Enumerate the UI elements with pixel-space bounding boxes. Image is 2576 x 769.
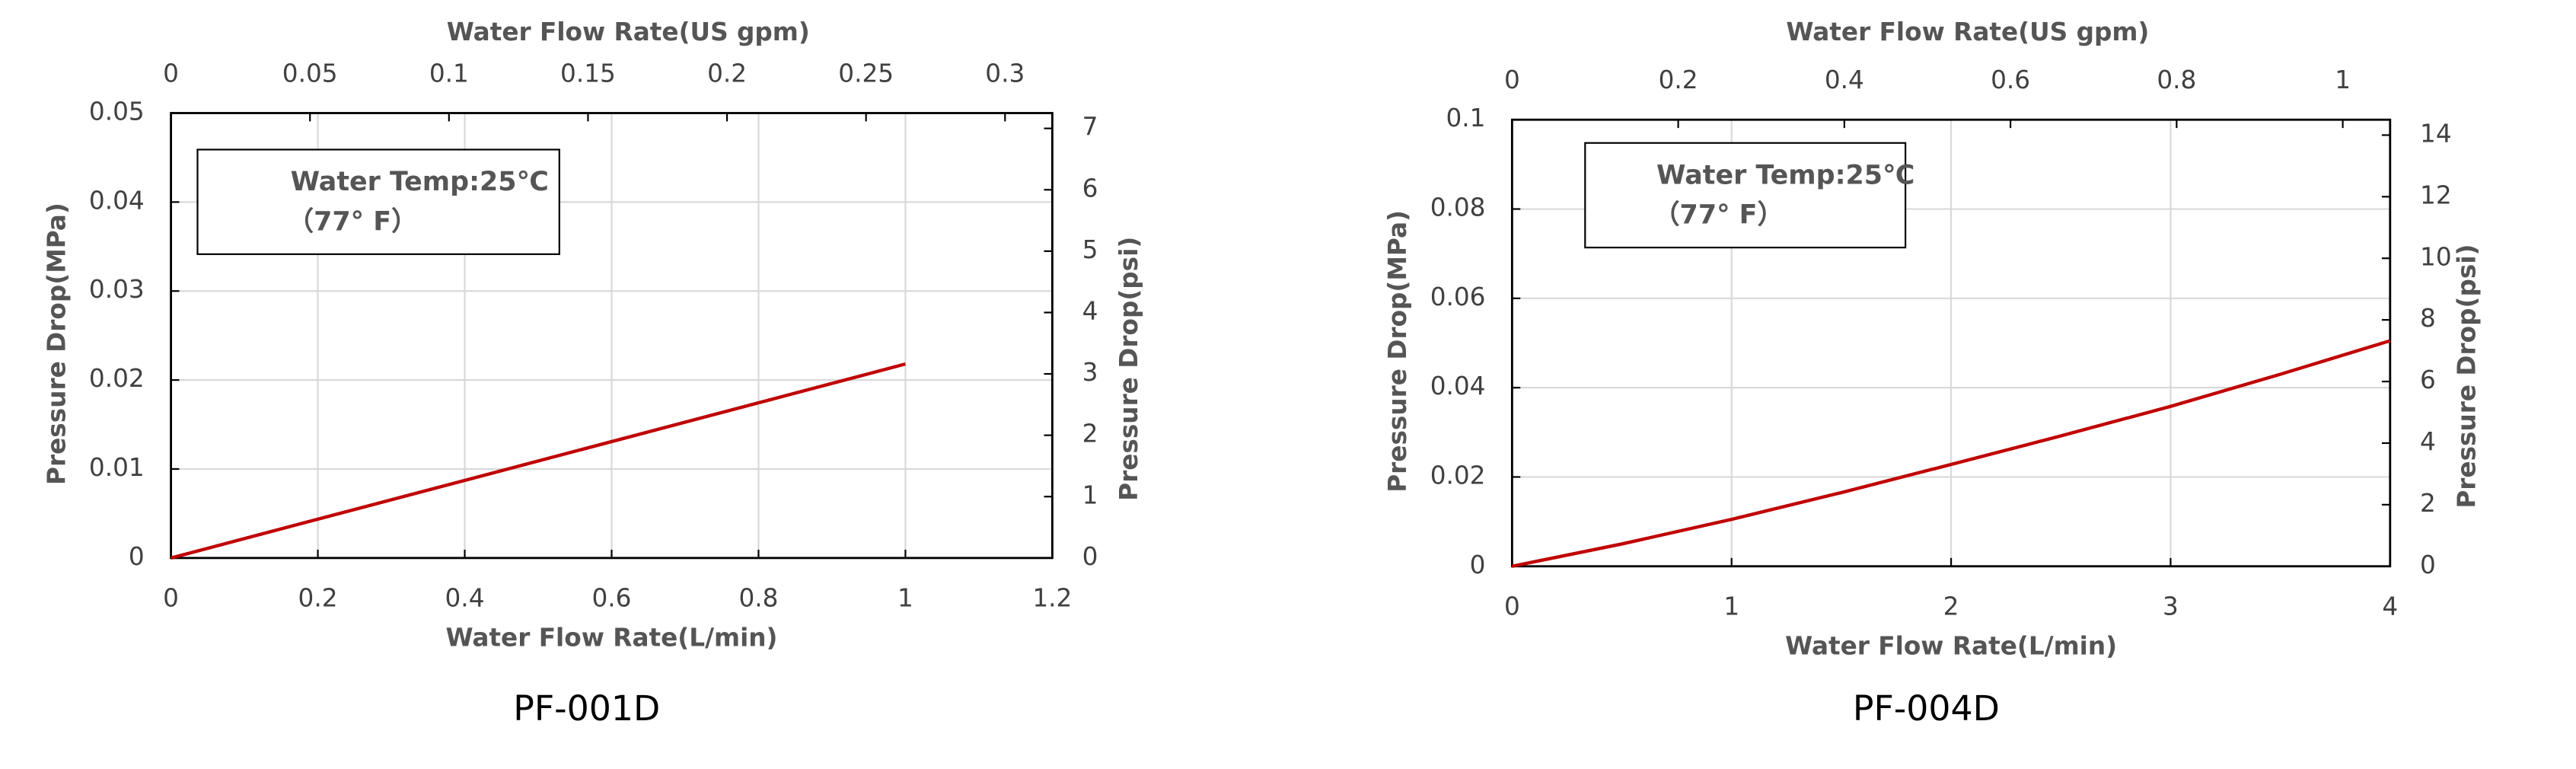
y2-tick-label: 0: [1082, 542, 1098, 571]
y2-axis-label: Pressure Drop(psi): [1114, 237, 1143, 501]
x2-tick-label: 0.2: [707, 59, 747, 88]
annotation-box: [1584, 142, 1907, 249]
x-tick-label: 0.2: [298, 583, 338, 612]
annotation-box: [196, 148, 560, 255]
x2-axis-label: Water Flow Rate(US gpm): [447, 18, 810, 46]
x2-tick-label: 0: [1504, 65, 1520, 94]
x2-tick-label: 0.1: [429, 59, 469, 88]
x-tick-label: 1.2: [1032, 583, 1072, 612]
y2-tick-label: 3: [1082, 358, 1098, 387]
x2-tick-label: 0.2: [1659, 65, 1698, 94]
x2-tick-label: 0.3: [985, 59, 1025, 88]
x2-tick-label: 0.4: [1825, 65, 1864, 94]
y2-tick-label: 5: [1082, 235, 1098, 264]
y2-axis-label: Pressure Drop(psi): [2452, 244, 2481, 509]
y-tick-label: 0: [129, 542, 145, 571]
x-tick-label: 0.4: [445, 583, 485, 612]
data-line: [171, 362, 906, 560]
x-tick-label: 0.6: [591, 583, 631, 612]
plot-frame: [1510, 118, 2392, 568]
x-tick-label: 0.8: [738, 583, 778, 612]
y2-tick-label: 1: [1082, 480, 1098, 509]
x-tick-label: 1: [1723, 592, 1739, 621]
y-tick-label: 0.06: [1430, 282, 1486, 311]
y2-tick-label: 0: [2420, 550, 2436, 579]
y-tick-label: 0.08: [1430, 193, 1486, 222]
y-tick-label: 0.01: [89, 453, 145, 482]
annotation: Water Temp:25℃: [1656, 160, 1914, 190]
y2-tick-label: 6: [2420, 365, 2436, 394]
x2-tick-label: 1: [2335, 65, 2351, 94]
x2-tick-label: 0.15: [560, 59, 616, 88]
x2-axis-label: Water Flow Rate(US gpm): [1786, 18, 2149, 46]
y2-tick-label: 8: [2420, 304, 2436, 333]
x2-tick-label: 0.8: [2157, 65, 2196, 94]
y2-tick-label: 4: [1082, 296, 1098, 325]
y-tick-label: 0.02: [89, 364, 145, 393]
y2-tick-label: 6: [1082, 174, 1098, 203]
data-line: [1511, 339, 2391, 568]
x-tick-label: 0: [163, 583, 179, 612]
chart-title: PF-004D: [1853, 688, 2000, 729]
y-tick-label: 0.04: [1430, 372, 1486, 400]
y2-tick-label: 7: [1082, 113, 1098, 142]
y-tick-label: 0.05: [89, 97, 145, 126]
y2-tick-label: 10: [2420, 242, 2452, 271]
x2-tick-label: 0.05: [282, 59, 338, 88]
y-axis-label: Pressure Drop(MPa): [42, 203, 71, 485]
y-tick-label: 0.02: [1430, 461, 1486, 490]
x-tick-label: 4: [2382, 592, 2398, 621]
y-tick-label: 0.03: [89, 275, 145, 304]
x-tick-label: 1: [897, 583, 913, 612]
x-tick-label: 0: [1504, 592, 1520, 621]
y-axis-label: Pressure Drop(MPa): [1383, 210, 1412, 493]
y2-tick-label: 2: [2420, 489, 2436, 518]
x-axis-label: Water Flow Rate(L/min): [445, 624, 777, 653]
x2-tick-label: 0: [163, 59, 179, 88]
x2-tick-label: 0.6: [1991, 65, 2030, 94]
y-tick-label: 0.04: [89, 186, 145, 215]
y-tick-label: 0.1: [1446, 104, 1485, 132]
y2-tick-label: 14: [2420, 119, 2452, 148]
annotation: （77° F）: [287, 206, 418, 237]
y2-tick-label: 2: [1082, 420, 1098, 448]
y2-tick-label: 12: [2420, 180, 2452, 209]
y2-tick-label: 4: [2420, 427, 2436, 456]
x-tick-label: 2: [1943, 592, 1959, 621]
chart-title: PF-001D: [513, 688, 660, 729]
x-axis-label: Water Flow Rate(L/min): [1785, 632, 2117, 661]
x2-tick-label: 0.25: [838, 59, 894, 88]
y-tick-label: 0: [1470, 550, 1486, 579]
x-tick-label: 3: [2163, 592, 2179, 621]
annotation: Water Temp:25℃: [291, 167, 549, 197]
annotation: （77° F）: [1653, 200, 1784, 231]
plot-frame: [170, 112, 1054, 560]
